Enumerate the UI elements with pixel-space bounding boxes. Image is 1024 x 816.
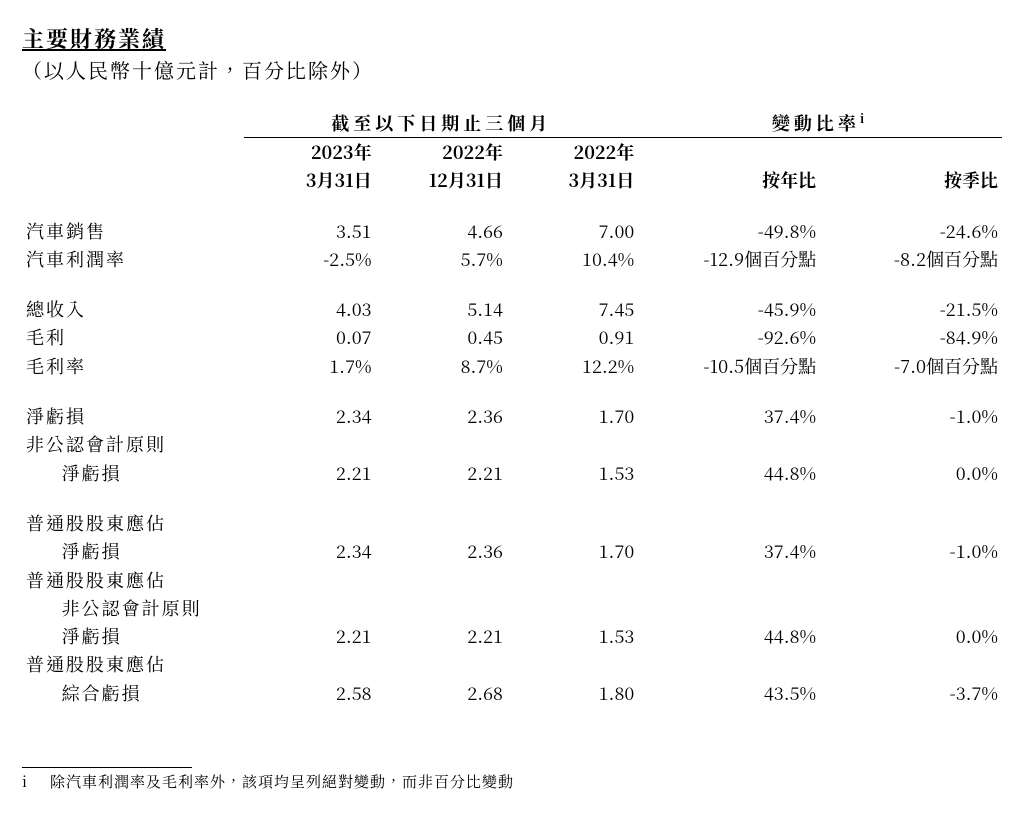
cell: -7.0個百分點 <box>820 352 1002 380</box>
table-row: 普通股股東應佔 <box>22 650 1002 678</box>
cell: -45.9% <box>638 295 820 323</box>
row-label: 汽車銷售 <box>22 217 244 245</box>
col-yoy: 按年比 <box>638 166 820 194</box>
cell: 7.45 <box>507 295 638 323</box>
cell: -12.9個百分點 <box>638 245 820 273</box>
cell: 1.53 <box>507 459 638 487</box>
cell: 1.53 <box>507 622 638 650</box>
col-2022-q4-year: 2022年 <box>376 137 507 166</box>
cell: 2.21 <box>376 622 507 650</box>
row-label: 非公認會計原則 <box>22 594 244 622</box>
cell: 44.8% <box>638 459 820 487</box>
col-2022-q4-date: 12月31日 <box>376 166 507 194</box>
financial-table: 截至以下日期止三個月 變動比率i 2023年 2022年 2022年 3月31日… <box>22 107 1002 707</box>
col-qoq: 按季比 <box>820 166 1002 194</box>
cell: -8.2個百分點 <box>820 245 1002 273</box>
cell: 1.70 <box>507 537 638 565</box>
cell: 5.14 <box>376 295 507 323</box>
col-2023-q1-date: 3月31日 <box>244 166 375 194</box>
cell: 0.07 <box>244 323 375 351</box>
row-label: 普通股股東應佔 <box>22 509 244 537</box>
header-period-group: 截至以下日期止三個月 <box>244 107 638 138</box>
col-2022-q1-date: 3月31日 <box>507 166 638 194</box>
cell: -21.5% <box>820 295 1002 323</box>
row-label: 淨虧損 <box>22 402 244 430</box>
table-row: 普通股股東應佔 <box>22 509 1002 537</box>
row-label: 淨虧損 <box>22 537 244 565</box>
cell: 2.36 <box>376 402 507 430</box>
cell: -1.0% <box>820 402 1002 430</box>
cell: -49.8% <box>638 217 820 245</box>
cell: 37.4% <box>638 537 820 565</box>
cell: 4.03 <box>244 295 375 323</box>
table-row: 淨虧損 2.21 2.21 1.53 44.8% 0.0% <box>22 459 1002 487</box>
table-row: 非公認會計原則 <box>22 430 1002 458</box>
row-label: 淨虧損 <box>22 622 244 650</box>
cell: 0.0% <box>820 622 1002 650</box>
row-label: 普通股股東應佔 <box>22 566 244 594</box>
table-row: 淨虧損 2.34 2.36 1.70 37.4% -1.0% <box>22 402 1002 430</box>
row-label: 普通股股東應佔 <box>22 650 244 678</box>
footnote-mark: i <box>22 772 50 792</box>
table-row: 汽車利潤率 -2.5% 5.7% 10.4% -12.9個百分點 -8.2個百分… <box>22 245 1002 273</box>
cell: 2.58 <box>244 679 375 707</box>
page-subtitle: （以人民幣十億元計，百分比除外） <box>22 56 1002 83</box>
cell: 1.7% <box>244 352 375 380</box>
cell: -1.0% <box>820 537 1002 565</box>
cell: 44.8% <box>638 622 820 650</box>
cell: 2.21 <box>244 459 375 487</box>
cell: 0.0% <box>820 459 1002 487</box>
header-change-group: 變動比率i <box>638 107 1002 138</box>
cell: 2.34 <box>244 537 375 565</box>
footnote-separator <box>22 767 192 768</box>
table-row: 綜合虧損 2.58 2.68 1.80 43.5% -3.7% <box>22 679 1002 707</box>
row-label: 綜合虧損 <box>22 679 244 707</box>
cell: 2.36 <box>376 537 507 565</box>
cell: 3.51 <box>244 217 375 245</box>
footnote: i 除汽車利潤率及毛利率外，該項均呈列絕對變動，而非百分比變動 <box>22 772 1002 792</box>
row-label: 汽車利潤率 <box>22 245 244 273</box>
cell: -92.6% <box>638 323 820 351</box>
table-row: 毛利 0.07 0.45 0.91 -92.6% -84.9% <box>22 323 1002 351</box>
table-row: 普通股股東應佔 <box>22 566 1002 594</box>
cell: -3.7% <box>820 679 1002 707</box>
footnote-text: 除汽車利潤率及毛利率外，該項均呈列絕對變動，而非百分比變動 <box>50 772 514 792</box>
cell: 12.2% <box>507 352 638 380</box>
cell: 1.70 <box>507 402 638 430</box>
cell: 2.21 <box>244 622 375 650</box>
cell: 10.4% <box>507 245 638 273</box>
cell: 8.7% <box>376 352 507 380</box>
cell: -2.5% <box>244 245 375 273</box>
cell: 2.34 <box>244 402 375 430</box>
cell: 7.00 <box>507 217 638 245</box>
row-label: 毛利 <box>22 323 244 351</box>
cell: 0.45 <box>376 323 507 351</box>
table-row: 總收入 4.03 5.14 7.45 -45.9% -21.5% <box>22 295 1002 323</box>
row-label: 淨虧損 <box>22 459 244 487</box>
cell: 2.68 <box>376 679 507 707</box>
cell: 5.7% <box>376 245 507 273</box>
table-row: 淨虧損 2.21 2.21 1.53 44.8% 0.0% <box>22 622 1002 650</box>
cell: 0.91 <box>507 323 638 351</box>
row-label: 毛利率 <box>22 352 244 380</box>
cell: -10.5個百分點 <box>638 352 820 380</box>
cell: 43.5% <box>638 679 820 707</box>
row-label: 總收入 <box>22 295 244 323</box>
cell: -84.9% <box>820 323 1002 351</box>
page-title: 主要財務業績 <box>22 24 1002 54</box>
table-row: 汽車銷售 3.51 4.66 7.00 -49.8% -24.6% <box>22 217 1002 245</box>
cell: 37.4% <box>638 402 820 430</box>
cell: 4.66 <box>376 217 507 245</box>
table-row: 淨虧損 2.34 2.36 1.70 37.4% -1.0% <box>22 537 1002 565</box>
table-row: 毛利率 1.7% 8.7% 12.2% -10.5個百分點 -7.0個百分點 <box>22 352 1002 380</box>
cell: 2.21 <box>376 459 507 487</box>
cell: 1.80 <box>507 679 638 707</box>
col-2023-q1-year: 2023年 <box>244 137 375 166</box>
col-2022-q1-year: 2022年 <box>507 137 638 166</box>
table-row: 非公認會計原則 <box>22 594 1002 622</box>
row-label: 非公認會計原則 <box>22 430 244 458</box>
cell: -24.6% <box>820 217 1002 245</box>
